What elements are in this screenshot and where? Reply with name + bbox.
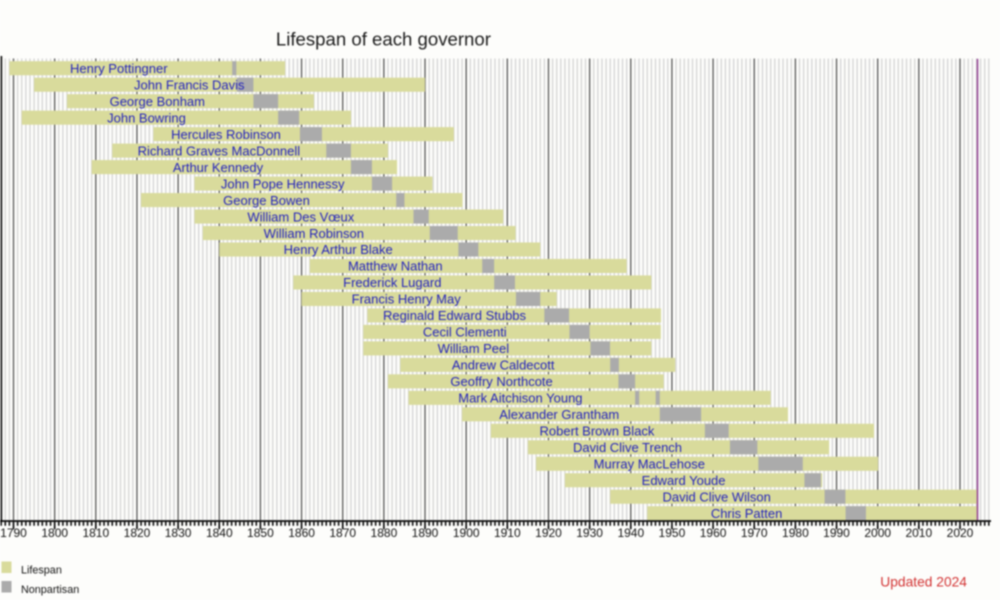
svg-text:1830: 1830	[165, 526, 192, 540]
svg-text:1960: 1960	[700, 526, 727, 540]
svg-text:2000: 2000	[864, 526, 891, 540]
svg-text:John Bowring: John Bowring	[107, 110, 186, 125]
svg-text:Henry Arthur Blake: Henry Arthur Blake	[284, 242, 393, 257]
svg-text:George Bowen: George Bowen	[223, 193, 310, 208]
svg-text:Francis Henry May: Francis Henry May	[352, 292, 462, 307]
svg-text:Henry Pottingner: Henry Pottingner	[70, 61, 168, 76]
svg-text:1930: 1930	[576, 526, 603, 540]
svg-text:Reginald Edward Stubbs: Reginald Edward Stubbs	[383, 308, 527, 323]
svg-text:1800: 1800	[41, 526, 68, 540]
svg-text:William Peel: William Peel	[438, 341, 510, 356]
svg-text:Arthur Kennedy: Arthur Kennedy	[173, 160, 264, 175]
svg-text:Chris Patten: Chris Patten	[711, 506, 783, 521]
svg-text:2020: 2020	[947, 526, 974, 540]
svg-text:1790: 1790	[0, 526, 27, 540]
svg-text:1910: 1910	[494, 526, 521, 540]
svg-text:Geoffry Northcote: Geoffry Northcote	[450, 374, 552, 389]
svg-text:Cecil Clementi: Cecil Clementi	[423, 325, 507, 340]
svg-text:Matthew Nathan: Matthew Nathan	[348, 259, 443, 274]
svg-text:1820: 1820	[124, 526, 151, 540]
svg-text:1900: 1900	[453, 526, 480, 540]
svg-text:Nonpartisan: Nonpartisan	[21, 584, 79, 596]
svg-text:Richard Graves MacDonnell: Richard Graves MacDonnell	[138, 143, 301, 158]
svg-text:George Bonham: George Bonham	[110, 94, 205, 109]
svg-text:1850: 1850	[247, 526, 274, 540]
svg-text:1980: 1980	[782, 526, 809, 540]
svg-text:Edward Youde: Edward Youde	[642, 473, 726, 488]
svg-text:Mark Aitchison Young: Mark Aitchison Young	[458, 391, 582, 406]
svg-text:1810: 1810	[82, 526, 109, 540]
svg-text:1940: 1940	[617, 526, 644, 540]
svg-text:2010: 2010	[905, 526, 932, 540]
svg-text:Andrew Caldecott: Andrew Caldecott	[452, 358, 555, 373]
svg-text:Robert Brown Black: Robert Brown Black	[540, 424, 655, 439]
svg-text:William Des Vœux: William Des Vœux	[247, 209, 354, 224]
svg-text:Frederick Lugard: Frederick Lugard	[343, 275, 441, 290]
svg-text:1990: 1990	[823, 526, 850, 540]
svg-text:1870: 1870	[329, 526, 356, 540]
svg-text:David Clive Wilson: David Clive Wilson	[663, 489, 771, 504]
svg-text:Alexander Grantham: Alexander Grantham	[499, 407, 619, 422]
svg-text:1950: 1950	[659, 526, 686, 540]
svg-text:1920: 1920	[535, 526, 562, 540]
svg-text:1880: 1880	[371, 526, 398, 540]
svg-text:Murray MacLehose: Murray MacLehose	[594, 456, 705, 471]
svg-text:1970: 1970	[741, 526, 768, 540]
svg-text:David Clive Trench: David Clive Trench	[573, 440, 682, 455]
svg-text:William Robinson: William Robinson	[264, 226, 364, 241]
svg-text:John Pope Hennessy: John Pope Hennessy	[221, 176, 345, 191]
svg-text:Hercules Robinson: Hercules Robinson	[171, 127, 281, 142]
svg-text:1840: 1840	[206, 526, 233, 540]
svg-text:Updated 2024: Updated 2024	[880, 575, 967, 590]
svg-text:John Francis Davis: John Francis Davis	[134, 77, 245, 92]
svg-text:1890: 1890	[412, 526, 439, 540]
svg-text:Lifespan: Lifespan	[21, 565, 62, 577]
svg-text:1860: 1860	[288, 526, 315, 540]
svg-text:Lifespan of each governor: Lifespan of each governor	[276, 29, 491, 50]
